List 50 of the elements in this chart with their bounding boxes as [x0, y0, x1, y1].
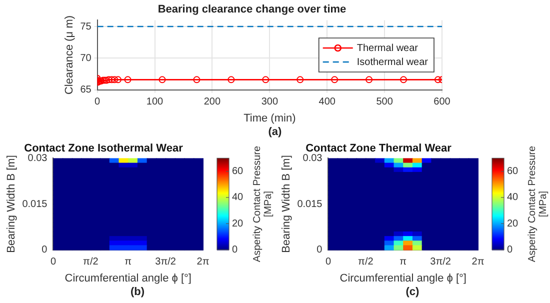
- y-tick-label: 0.015: [22, 198, 48, 210]
- x-tick-label: 300: [261, 96, 278, 108]
- color-bar-label: 0: [232, 244, 238, 256]
- x-tick-label: 0: [50, 256, 56, 268]
- color-bar-title: Asperity Contact Pressure [MPa]: [252, 145, 274, 262]
- y-tick-label: 0.03: [302, 152, 323, 164]
- y-tick-label: 0: [42, 244, 48, 256]
- text: (a): [267, 126, 283, 138]
- y-tick-label: 70: [80, 52, 92, 64]
- x-tick-label: π: [124, 256, 132, 268]
- color-bar-title: Asperity Contact Pressure [MPa]: [526, 145, 549, 262]
- x-axis-title: Circumferential angle ϕ [°]: [340, 272, 466, 284]
- y-axis-title: Clearance (μ m): [64, 15, 76, 95]
- color-bar-label: 60: [232, 166, 244, 178]
- color-bar-label: 20: [507, 218, 519, 230]
- y-axis-title: Bearing Width B [m]: [280, 155, 293, 253]
- x-tick-label: 0: [325, 256, 332, 268]
- x-tick-label: π/2: [358, 256, 374, 268]
- x-tick-label: 500: [376, 96, 394, 108]
- x-tick-label: π: [400, 256, 407, 268]
- color-bar-label: 60: [507, 166, 519, 178]
- x-tick-label: 3π/2: [155, 256, 176, 268]
- legend-label: Thermal wear: [356, 42, 419, 54]
- y-axis-title: Bearing Width B [m]: [6, 155, 18, 253]
- x-tick-label: 2π: [196, 256, 210, 268]
- text: (c): [404, 286, 420, 298]
- text: (b): [129, 286, 146, 298]
- color-bar-label: 40: [507, 192, 519, 204]
- x-axis-title: Circumferential angle ϕ [°]: [64, 272, 192, 284]
- chart-title: Contact Zone Isothermal Wear: [24, 142, 184, 155]
- x-tick-label: 0: [94, 96, 101, 108]
- x-axis-title: Time (min): [244, 112, 296, 124]
- color-bar-label: 0: [507, 244, 513, 256]
- x-tick-label: 3π/2: [430, 256, 452, 268]
- y-tick-label: 65: [80, 84, 92, 96]
- x-tick-label: 400: [318, 96, 336, 108]
- x-tick-label: 600: [434, 96, 451, 108]
- y-tick-label: 75: [80, 21, 92, 32]
- chart-title: Bearing clearance change over time: [158, 4, 346, 16]
- legend-label: Isothermal wear: [356, 56, 429, 68]
- x-tick-label: π/2: [83, 256, 99, 268]
- y-tick-label: 0.015: [297, 198, 323, 210]
- color-bar-label: 40: [232, 192, 244, 204]
- chart-title: Contact Zone Thermal Wear: [306, 142, 452, 155]
- x-tick-label: 2π: [472, 256, 484, 268]
- y-tick-label: 0.03: [28, 152, 48, 164]
- x-tick-label: 200: [204, 96, 221, 108]
- x-tick-label: 100: [146, 96, 164, 108]
- color-bar-label: 20: [232, 218, 244, 230]
- y-tick-label: 0: [316, 244, 323, 256]
